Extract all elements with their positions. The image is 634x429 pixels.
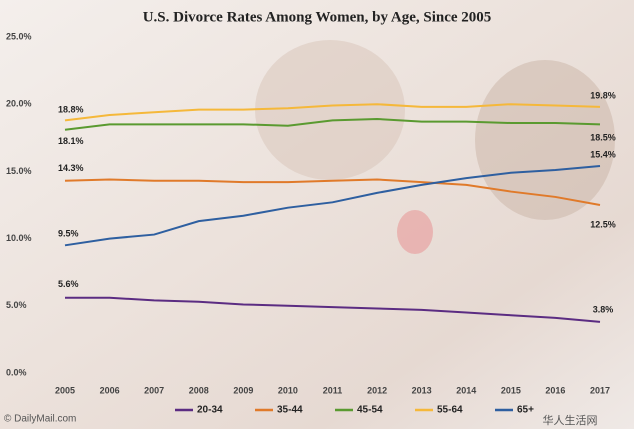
data-label: 18.8% [58, 105, 84, 115]
x-tick-label: 2007 [144, 385, 164, 395]
legend-label: 65+ [517, 405, 534, 416]
y-tick-label: 25.0% [6, 31, 32, 41]
data-label: 18.5% [590, 133, 616, 143]
x-tick-label: 2008 [189, 385, 209, 395]
x-tick-label: 2010 [278, 385, 298, 395]
x-tick-label: 2009 [233, 385, 253, 395]
data-label: 18.1% [58, 136, 84, 146]
legend-label: 45-54 [357, 405, 383, 416]
series-line [65, 296, 601, 323]
data-label: 3.8% [593, 304, 614, 314]
x-tick-label: 2013 [412, 385, 432, 395]
data-label: 12.5% [590, 219, 616, 229]
x-tick-label: 2012 [367, 385, 387, 395]
x-tick-label: 2006 [100, 385, 120, 395]
photo-ring-box [397, 210, 433, 254]
y-tick-label: 10.0% [6, 233, 32, 243]
watermark: 华人生活网 [543, 413, 598, 427]
x-tick-label: 2016 [545, 385, 565, 395]
y-tick-label: 5.0% [6, 300, 27, 310]
x-tick-label: 2015 [501, 385, 521, 395]
x-tick-label: 2017 [590, 385, 610, 395]
x-tick-label: 2005 [55, 385, 75, 395]
y-tick-label: 15.0% [6, 166, 32, 176]
photo-figure [475, 60, 615, 220]
data-label: 15.4% [590, 149, 616, 159]
chart-title: U.S. Divorce Rates Among Women, by Age, … [143, 9, 492, 25]
x-tick-label: 2014 [456, 385, 476, 395]
series-line [64, 103, 601, 122]
y-tick-label: 0.0% [6, 367, 27, 377]
data-label: 9.5% [58, 229, 79, 239]
source: © DailyMail.com [4, 414, 76, 425]
data-label: 19.8% [590, 90, 616, 100]
photo-figure [255, 40, 405, 180]
legend-label: 55-64 [437, 405, 463, 416]
series-line [64, 178, 601, 206]
x-tick-label: 2011 [323, 385, 343, 395]
legend-label: 35-44 [277, 405, 303, 416]
series-line [64, 165, 601, 247]
data-label: 5.6% [58, 279, 79, 289]
legend-label: 20-34 [197, 405, 223, 416]
series-line [64, 117, 601, 131]
data-label: 14.3% [58, 163, 84, 173]
y-tick-label: 20.0% [6, 99, 32, 109]
